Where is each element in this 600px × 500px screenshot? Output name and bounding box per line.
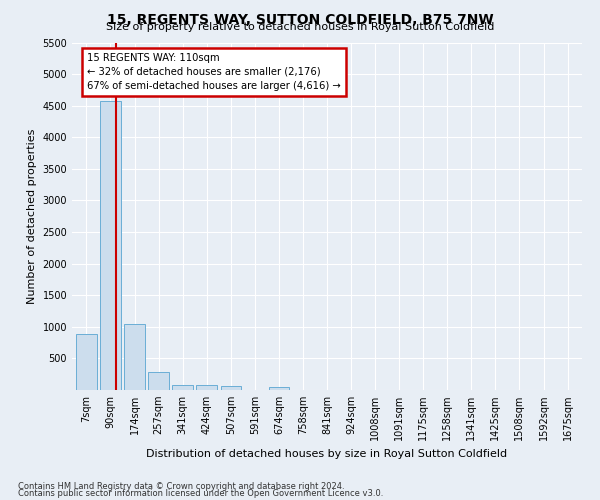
Bar [196, 385, 217, 390]
Bar [76, 334, 97, 390]
X-axis label: Distribution of detached houses by size in Royal Sutton Coldfield: Distribution of detached houses by size … [146, 448, 508, 458]
Text: 15, REGENTS WAY, SUTTON COLDFIELD, B75 7NW: 15, REGENTS WAY, SUTTON COLDFIELD, B75 7… [107, 12, 493, 26]
Bar [148, 372, 169, 390]
Bar [100, 102, 121, 390]
Text: 15 REGENTS WAY: 110sqm
← 32% of detached houses are smaller (2,176)
67% of semi-: 15 REGENTS WAY: 110sqm ← 32% of detached… [88, 53, 341, 91]
Bar [269, 386, 289, 390]
Text: Size of property relative to detached houses in Royal Sutton Coldfield: Size of property relative to detached ho… [106, 22, 494, 32]
Y-axis label: Number of detached properties: Number of detached properties [27, 128, 37, 304]
Bar [221, 386, 241, 390]
Bar [124, 324, 145, 390]
Bar [172, 384, 193, 390]
Text: Contains HM Land Registry data © Crown copyright and database right 2024.: Contains HM Land Registry data © Crown c… [18, 482, 344, 491]
Text: Contains public sector information licensed under the Open Government Licence v3: Contains public sector information licen… [18, 489, 383, 498]
